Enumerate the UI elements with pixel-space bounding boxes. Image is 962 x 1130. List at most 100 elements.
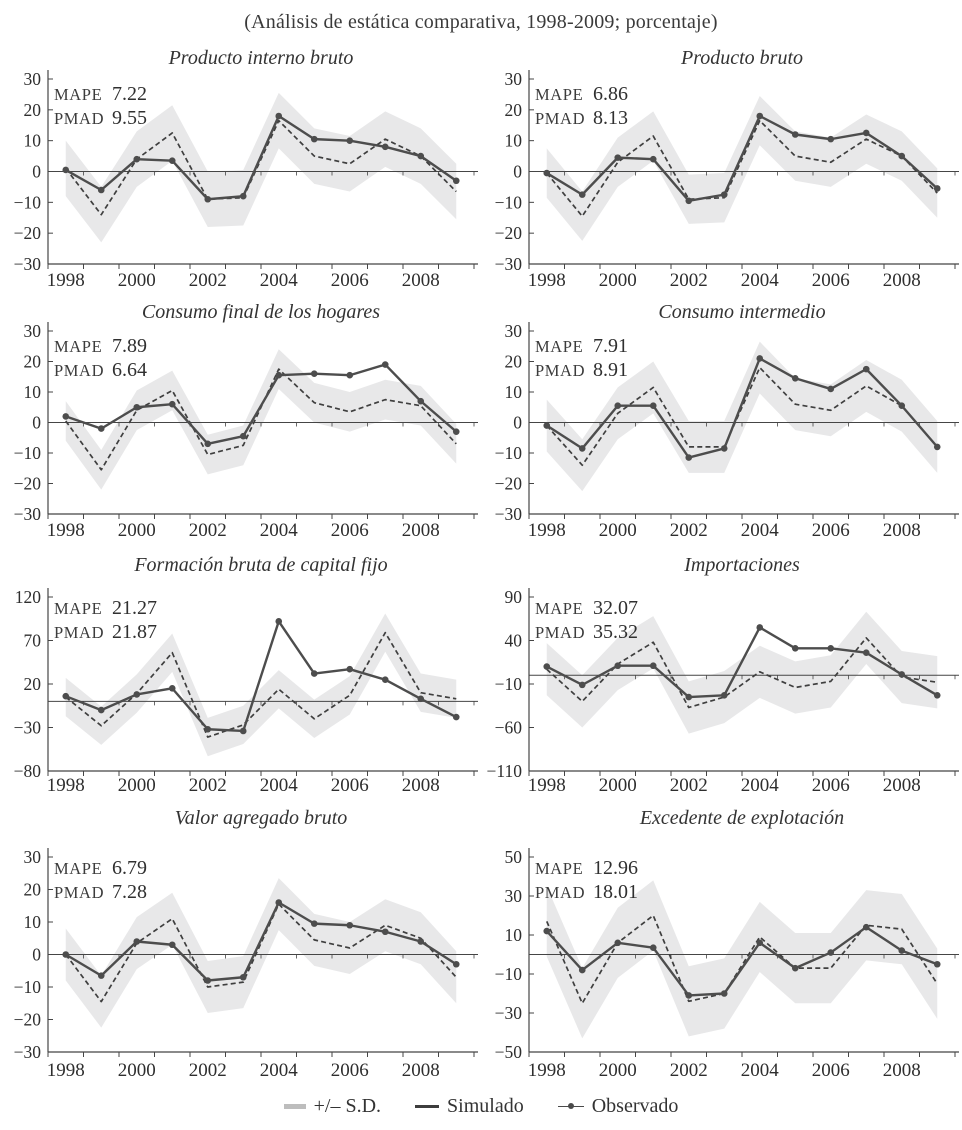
y-tick-label: −20 <box>495 474 523 494</box>
observado-point <box>933 185 941 192</box>
x-tick-label: 2004 <box>741 270 780 291</box>
sd-band <box>546 95 938 241</box>
simulado-label: Simulado <box>447 1095 524 1117</box>
observado-point <box>649 662 657 670</box>
y-axis: 30 20 10 0 −10 −20 −30 <box>14 847 53 1062</box>
observado-point <box>578 191 586 198</box>
chart-cell-excedente-de-explotacion: 50 30 10 −10 −30 −50 1998 2000 2002 2004 2006 2008 … <box>481 795 962 1083</box>
observado-line <box>62 618 460 735</box>
x-tick-label: 2000 <box>599 520 637 541</box>
mape-value: 12.96 <box>593 857 638 879</box>
y-tick-label: −60 <box>495 718 523 738</box>
x-tick-label: 2000 <box>118 1060 156 1081</box>
observado-point <box>310 370 318 377</box>
observado-point <box>97 425 105 432</box>
y-axis: 120 70 20 −30 −80 <box>14 587 53 781</box>
observado-point <box>791 131 799 138</box>
mape-value: 6.79 <box>112 857 147 879</box>
observado-point <box>933 960 941 968</box>
mape-label: MAPE <box>535 859 584 878</box>
x-tick-label: 2000 <box>118 775 156 795</box>
observado-point <box>417 695 425 703</box>
observado-line-swatch <box>557 1103 584 1110</box>
y-tick-label: 10 <box>505 925 523 945</box>
y-tick-label: 20 <box>505 100 523 120</box>
pmad-value: 8.13 <box>593 107 628 129</box>
observado-point <box>933 692 941 699</box>
x-tick-label: 1998 <box>528 775 566 795</box>
x-tick-label: 2000 <box>599 1060 637 1081</box>
x-tick-label: 2002 <box>670 775 708 795</box>
pmad-label: PMAD <box>535 361 586 380</box>
observado-point <box>862 649 870 656</box>
observado-point <box>346 665 354 673</box>
x-tick-label: 2002 <box>189 270 227 291</box>
y-tick-label: 10 <box>24 912 42 932</box>
observado-point <box>452 177 460 185</box>
figure-title: (Análisis de estática comparativa, 1998-… <box>244 11 718 33</box>
y-axis: 30 20 10 0 −10 −20 −30 <box>14 321 53 524</box>
observado-point <box>310 670 318 677</box>
sd-band-swatch <box>283 1104 306 1109</box>
observado-line <box>543 923 941 999</box>
chart-cell-producto-interno-bruto: 30 20 10 0 −10 −20 −30 1998 2000 2002 2004 2006 2008… <box>0 45 481 295</box>
observado-line <box>543 355 941 461</box>
y-tick-label: 40 <box>505 631 523 651</box>
chart-cell-producto-bruto: 30 20 10 0 −10 −20 −30 1998 2000 2002 2004 2006 2008… <box>481 45 962 295</box>
observado-point <box>720 990 728 997</box>
chart-cell-valor-agregado-bruto: 30 20 10 0 −10 −20 −30 1998 2000 2002 2004 2006 2008… <box>0 795 481 1083</box>
x-tick-label: 2004 <box>741 775 780 795</box>
y-tick-label: −20 <box>14 1010 42 1030</box>
x-axis: 1998 2000 2002 2004 2006 2008 <box>528 263 959 291</box>
pmad-value: 18.01 <box>593 881 638 903</box>
observado-point <box>239 432 247 440</box>
observado-point <box>381 676 389 683</box>
observado-point <box>452 428 460 435</box>
chart-stats: MAPE 7.22 PMAD 9.55 <box>54 83 147 131</box>
x-tick-label: 2006 <box>812 270 850 291</box>
y-tick-label: 20 <box>24 674 42 694</box>
observado-point <box>756 355 764 362</box>
x-axis: 1998 2000 2002 2004 2006 2008 <box>528 513 959 541</box>
y-tick-label: 30 <box>24 321 42 341</box>
observado-point <box>685 454 693 461</box>
observado-point <box>862 129 870 137</box>
y-tick-label: 30 <box>505 886 523 906</box>
simulado-line <box>65 119 457 216</box>
y-tick-label: 20 <box>24 880 42 900</box>
chart-title: Importaciones <box>684 554 800 576</box>
x-tick-label: 2002 <box>670 520 708 541</box>
mape-label: MAPE <box>535 85 584 104</box>
observado-point <box>275 371 283 379</box>
observado-point <box>827 645 835 652</box>
x-tick-label: 2002 <box>189 520 227 541</box>
y-tick-label: −20 <box>14 474 42 494</box>
legend-item-observado: Observado <box>557 1095 678 1118</box>
y-tick-label: 30 <box>24 69 42 89</box>
y-tick-label: 20 <box>505 352 523 372</box>
legend-item-simulado: Simulado <box>415 1095 524 1118</box>
observado-point <box>417 397 425 405</box>
observado-point <box>97 706 105 714</box>
sd-band <box>65 878 457 1028</box>
observado-point <box>97 972 105 979</box>
observado-point <box>720 692 728 699</box>
chart-grid: 30 20 10 0 −10 −20 −30 1998 2000 2002 2004 2006 2008… <box>0 45 962 1083</box>
observado-point <box>62 951 70 958</box>
x-tick-label: 2000 <box>118 520 156 541</box>
observado-point <box>827 385 835 393</box>
y-tick-label: −110 <box>487 761 523 781</box>
observado-point <box>168 400 176 408</box>
observado-point <box>898 947 906 954</box>
y-tick-label: −80 <box>14 761 42 781</box>
observado-point <box>168 941 176 949</box>
y-tick-label: −10 <box>14 443 42 463</box>
x-tick-label: 2000 <box>599 775 637 795</box>
y-tick-label: −10 <box>495 674 523 694</box>
observado-point <box>614 662 622 670</box>
observado-point <box>275 899 283 906</box>
x-tick-label: 2000 <box>118 270 156 291</box>
x-tick-label: 2004 <box>741 520 780 541</box>
